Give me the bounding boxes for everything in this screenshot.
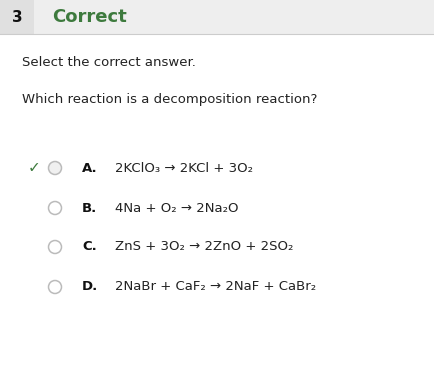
Bar xyxy=(0,0,434,34)
Text: 4Na + O₂ → 2Na₂O: 4Na + O₂ → 2Na₂O xyxy=(115,202,238,214)
Text: 2NaBr + CaF₂ → 2NaF + CaBr₂: 2NaBr + CaF₂ → 2NaF + CaBr₂ xyxy=(115,281,316,293)
Text: 2KClO₃ → 2KCl + 3O₂: 2KClO₃ → 2KCl + 3O₂ xyxy=(115,161,253,175)
Text: A.: A. xyxy=(82,161,97,175)
Text: D.: D. xyxy=(82,281,98,293)
Text: Select the correct answer.: Select the correct answer. xyxy=(22,55,195,68)
Text: Which reaction is a decomposition reaction?: Which reaction is a decomposition reacti… xyxy=(22,94,317,106)
Text: ZnS + 3O₂ → 2ZnO + 2SO₂: ZnS + 3O₂ → 2ZnO + 2SO₂ xyxy=(115,240,293,253)
Text: C.: C. xyxy=(82,240,96,253)
Circle shape xyxy=(48,202,61,214)
Text: B.: B. xyxy=(82,202,97,214)
Circle shape xyxy=(48,161,61,175)
Bar xyxy=(0,0,34,34)
Circle shape xyxy=(48,281,61,293)
Text: ✓: ✓ xyxy=(28,161,40,175)
Text: 3: 3 xyxy=(12,10,22,24)
Text: Correct: Correct xyxy=(52,8,126,26)
Circle shape xyxy=(48,240,61,253)
